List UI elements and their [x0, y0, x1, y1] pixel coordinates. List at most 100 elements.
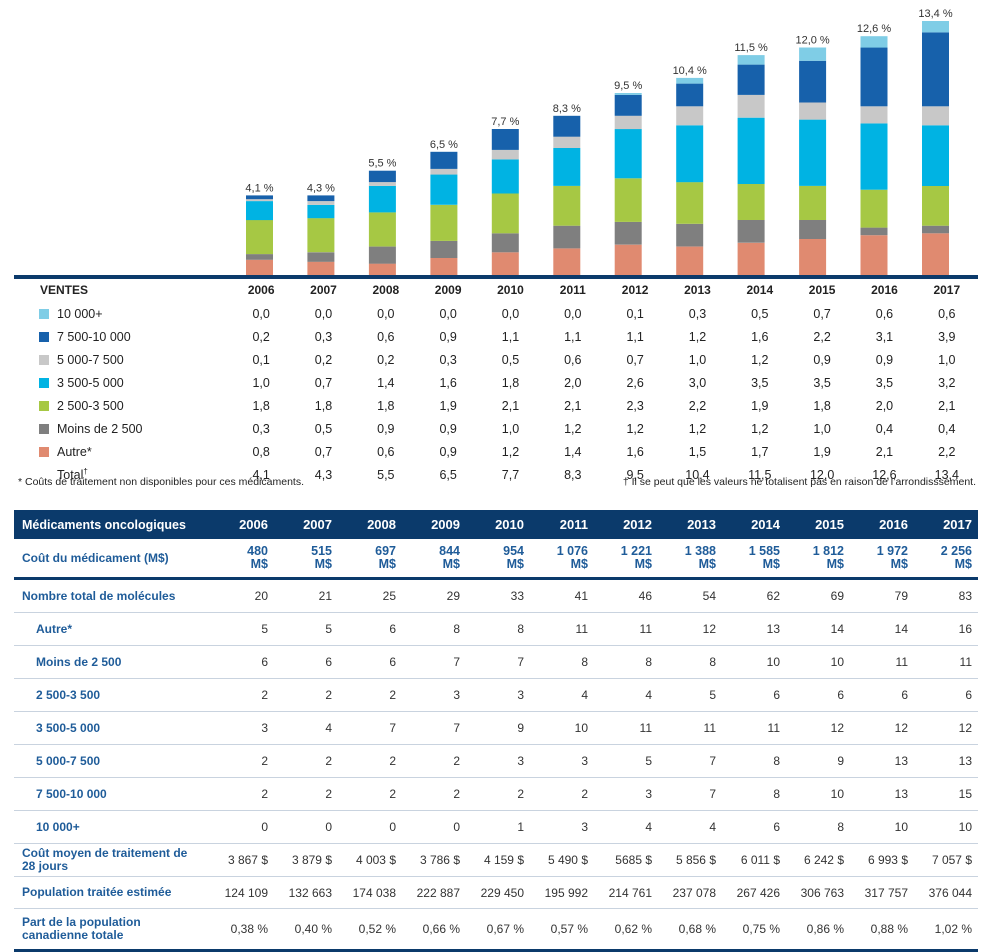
- population-row-cell: 267 426: [722, 876, 786, 909]
- bar-segment: [614, 221, 642, 245]
- sales-cell: 1,2: [751, 421, 769, 436]
- molecule-subrow-cell: 1: [466, 810, 530, 844]
- sales-cell: 3,5: [751, 375, 769, 390]
- molecule-subrow-cell: 10: [786, 645, 850, 679]
- bar-segment: [737, 94, 765, 118]
- molecule-subrow-cell: 0: [274, 810, 338, 844]
- bar-segment: [922, 225, 949, 234]
- sales-cell: 3,1: [875, 329, 894, 344]
- molecule-subrow-label: 10 000+: [14, 810, 210, 844]
- molecule-subrow-cell: 6: [338, 645, 402, 679]
- sales-cell: 2,0: [564, 375, 582, 390]
- molecule-subrow-cell: 2: [274, 744, 338, 778]
- bar-segment: [799, 220, 827, 239]
- molecule-subrow-cell: 13: [850, 777, 914, 811]
- legend-swatch: [39, 377, 49, 388]
- molecule-subrow-cell: 6: [850, 678, 914, 712]
- sales-cell: 1,6: [439, 375, 457, 390]
- bar-segment: [799, 239, 827, 275]
- population-row-cell: 124 109: [210, 876, 274, 909]
- bar-segment: [430, 151, 458, 169]
- avg-cost-row-label: Coût moyen de traitement de 28 jours: [14, 843, 210, 877]
- molecule-subrow-cell: 12: [914, 711, 978, 745]
- sales-cell: 0,3: [252, 421, 270, 436]
- oncology-year-header: 2008: [338, 510, 402, 539]
- legend-label: Moins de 2 500: [57, 421, 143, 436]
- bar-segment: [737, 117, 765, 184]
- bar-segment: [307, 261, 335, 275]
- bar-segment: [368, 246, 396, 264]
- bar-segment: [553, 185, 581, 226]
- sales-row-label: 7 500-10 000: [14, 325, 230, 348]
- bar-segment: [491, 233, 519, 253]
- sales-total-cell: 5,5: [377, 467, 395, 482]
- bar-total-label: 13,4 %: [918, 8, 952, 20]
- sales-cell: 1,1: [501, 329, 520, 344]
- sales-cell: 1,2: [501, 444, 520, 459]
- molecule-subrow-cell: 12: [786, 711, 850, 745]
- molecules-row-cell: 62: [722, 578, 786, 613]
- molecule-subrow-cell: 14: [786, 612, 850, 646]
- footnotes: * Coûts de traitement non disponibles po…: [18, 476, 976, 490]
- molecule-subrow-cell: 2: [530, 777, 594, 811]
- sales-cell: 0,4: [938, 421, 956, 436]
- molecules-row-cell: 79: [850, 578, 914, 613]
- sales-cell: 0,9: [377, 421, 395, 436]
- sales-cell: 2,2: [938, 444, 956, 459]
- molecule-subrow-cell: 6: [274, 645, 338, 679]
- sales-cell: 1,9: [751, 398, 769, 413]
- molecule-subrow: 3 500-5 000 3 4 7 7 9 10 11 11 11 12 12 12: [14, 711, 978, 745]
- molecule-subrow-cell: 8: [402, 612, 466, 646]
- legend-swatch: [39, 308, 49, 319]
- bar-total-label: 11,5 %: [734, 42, 768, 54]
- sales-cell: 1,6: [626, 444, 644, 459]
- oncology-year-header: 2010: [466, 510, 530, 539]
- molecule-subrow-cell: 4: [658, 810, 722, 844]
- molecule-subrow-cell: 3: [466, 744, 530, 778]
- molecule-subrow-cell: 9: [786, 744, 850, 778]
- sales-cell: 1,0: [813, 421, 831, 436]
- sales-cell: 0,7: [314, 375, 333, 390]
- molecule-subrow-cell: 2: [338, 777, 402, 811]
- bar-segment: [553, 148, 581, 186]
- sales-row-label: 2 500-3 500: [14, 394, 230, 417]
- sales-cell: 2,1: [501, 398, 520, 413]
- sales-cell: 0,0: [439, 306, 457, 321]
- avg-cost-row-cell: 6 993 $: [850, 843, 914, 877]
- sales-cell: 1,9: [439, 398, 457, 413]
- sales-cell: 3,0: [688, 375, 707, 390]
- molecule-subrow-cell: 6: [722, 810, 786, 844]
- population-row-cell: 214 761: [594, 876, 658, 909]
- sales-cell: 1,8: [813, 398, 831, 413]
- molecule-subrow-cell: 2: [210, 678, 274, 712]
- population-row-cell: 306 763: [786, 876, 850, 909]
- avg-cost-row: Coût moyen de traitement de 28 jours 3 86…: [14, 843, 978, 877]
- bar-segment: [860, 123, 888, 190]
- bar-segment: [491, 252, 519, 275]
- bar-segment: [860, 36, 888, 48]
- molecule-subrow-cell: 3: [530, 744, 594, 778]
- sales-row-label: Autre*: [14, 440, 230, 463]
- molecules-row: Nombre total de molécules 20 21 25 29 33 41 46 5…: [14, 578, 978, 613]
- oncology-table: Médicaments oncologiques 2006 2007 2008 200…: [14, 510, 978, 952]
- sales-year-header: 2009: [434, 283, 462, 297]
- avg-cost-row-cell: 4 159 $: [466, 843, 530, 877]
- bar-segment: [307, 195, 335, 202]
- sales-row: 5 000-7 500 0,1 0,2 0,2 0,3 0,5 0,6 0,7 1,0 1,2 0,…: [14, 348, 978, 371]
- sales-year-header: 2013: [684, 283, 711, 297]
- sales-cell: 0,5: [751, 306, 769, 321]
- sales-cell: 1,8: [377, 398, 395, 413]
- population-row-cell: 237 078: [658, 876, 722, 909]
- sales-row: 7 500-10 000 0,2 0,3 0,6 0,9 1,1 1,1 1,1 1,2 1,6 2…: [14, 325, 978, 348]
- legend-label: 2 500-3 500: [57, 398, 124, 413]
- share-row-cell: 0,68 %: [658, 908, 722, 952]
- molecule-subrow-cell: 11: [530, 612, 594, 646]
- sales-row: 10 000+ 0,0 0,0 0,0 0,0 0,0 0,0 0,1 0,3 0,5 0,7 0,6…: [14, 302, 978, 325]
- legend-label: 5 000-7 500: [57, 352, 124, 367]
- population-row-cell: 376 044: [914, 876, 978, 909]
- sales-year-header: 2016: [871, 283, 898, 297]
- sales-cell: 1,8: [501, 375, 520, 390]
- legend-swatch: [39, 423, 49, 434]
- sales-total-cell: 7,7: [501, 467, 520, 482]
- oncology-year-header: 2011: [530, 510, 594, 539]
